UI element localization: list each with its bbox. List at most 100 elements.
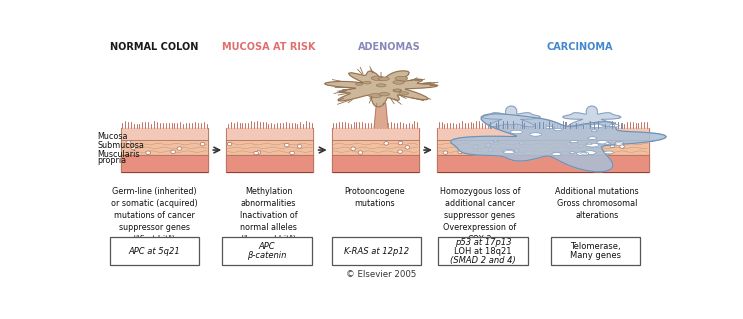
Ellipse shape <box>596 145 601 148</box>
Text: Mucosa: Mucosa <box>97 132 128 141</box>
Ellipse shape <box>567 143 571 146</box>
Ellipse shape <box>605 152 612 154</box>
Polygon shape <box>562 106 621 127</box>
Ellipse shape <box>398 150 403 153</box>
Ellipse shape <box>146 151 151 154</box>
Text: Methylation
abnormalities
Inactivation of
normal alleles
("second hit"): Methylation abnormalities Inactivation o… <box>240 187 297 244</box>
Ellipse shape <box>377 84 386 87</box>
Bar <box>110 237 199 265</box>
Ellipse shape <box>503 150 515 153</box>
Text: Many genes: Many genes <box>570 251 621 260</box>
Ellipse shape <box>570 141 578 143</box>
Ellipse shape <box>579 144 583 148</box>
Ellipse shape <box>351 147 355 151</box>
Ellipse shape <box>399 92 409 95</box>
Text: Additional mutations
Gross chromosomal
alterations: Additional mutations Gross chromosomal a… <box>555 187 638 220</box>
Ellipse shape <box>443 151 448 154</box>
Ellipse shape <box>609 124 620 127</box>
Ellipse shape <box>363 81 371 84</box>
Ellipse shape <box>486 144 490 147</box>
Ellipse shape <box>171 150 175 153</box>
Text: (SMAD 2 and 4): (SMAD 2 and 4) <box>450 256 516 265</box>
Ellipse shape <box>488 148 493 152</box>
Ellipse shape <box>573 152 577 155</box>
Ellipse shape <box>614 143 623 145</box>
Ellipse shape <box>393 89 402 92</box>
Ellipse shape <box>394 89 401 91</box>
Ellipse shape <box>493 140 499 142</box>
Ellipse shape <box>591 130 597 131</box>
Ellipse shape <box>393 80 404 84</box>
Ellipse shape <box>227 142 232 146</box>
Ellipse shape <box>369 93 382 98</box>
Polygon shape <box>374 103 388 128</box>
Ellipse shape <box>177 147 182 150</box>
Ellipse shape <box>384 142 389 145</box>
Text: CARCINOMA: CARCINOMA <box>546 42 613 52</box>
Polygon shape <box>451 114 666 172</box>
Ellipse shape <box>605 143 610 144</box>
Ellipse shape <box>372 76 384 80</box>
Bar <box>222 237 312 265</box>
Text: Homozygous loss of
additional cancer
suppressor genes
Overexpression of
COX-2: Homozygous loss of additional cancer sup… <box>440 187 520 244</box>
Ellipse shape <box>510 130 522 134</box>
Bar <box>438 237 528 265</box>
Ellipse shape <box>519 141 524 145</box>
Text: MUCOSA AT RISK: MUCOSA AT RISK <box>221 42 315 52</box>
Text: © Elsevier 2005: © Elsevier 2005 <box>345 270 416 278</box>
Ellipse shape <box>577 152 589 155</box>
Text: β-catenin: β-catenin <box>247 251 287 260</box>
Ellipse shape <box>514 149 519 152</box>
Ellipse shape <box>554 129 562 131</box>
Ellipse shape <box>398 141 403 145</box>
Ellipse shape <box>254 151 259 155</box>
Ellipse shape <box>256 151 261 154</box>
Ellipse shape <box>597 141 609 144</box>
Text: APC: APC <box>259 242 276 251</box>
Text: Germ-line (inherited)
or somatic (acquired)
mutations of cancer
suppressor genes: Germ-line (inherited) or somatic (acquir… <box>111 187 198 244</box>
Ellipse shape <box>490 140 494 144</box>
Ellipse shape <box>546 126 554 129</box>
Ellipse shape <box>620 145 624 148</box>
Text: Protooncogene
mutations: Protooncogene mutations <box>345 187 406 208</box>
Ellipse shape <box>583 151 596 154</box>
Text: LOH at 18q21: LOH at 18q21 <box>454 247 512 256</box>
Ellipse shape <box>554 151 559 154</box>
Ellipse shape <box>586 143 592 145</box>
Bar <box>332 237 421 265</box>
Ellipse shape <box>610 144 614 148</box>
Ellipse shape <box>569 152 575 153</box>
Ellipse shape <box>285 143 289 147</box>
Ellipse shape <box>530 133 542 136</box>
Text: ADENOMAS: ADENOMAS <box>358 42 421 52</box>
Polygon shape <box>482 106 540 127</box>
Text: APC at 5q21: APC at 5q21 <box>129 247 181 256</box>
Ellipse shape <box>504 151 514 154</box>
Text: p53 at 17p13: p53 at 17p13 <box>455 238 511 247</box>
Ellipse shape <box>405 146 409 149</box>
Ellipse shape <box>126 141 131 144</box>
Text: Submucosa: Submucosa <box>97 141 144 150</box>
Text: K-RAS at 12p12: K-RAS at 12p12 <box>344 247 409 256</box>
Ellipse shape <box>551 153 562 155</box>
Ellipse shape <box>358 151 363 154</box>
Ellipse shape <box>378 77 389 81</box>
Ellipse shape <box>590 124 604 128</box>
Ellipse shape <box>585 143 599 147</box>
Ellipse shape <box>379 93 389 96</box>
Ellipse shape <box>615 142 623 144</box>
Text: Telomerase,: Telomerase, <box>570 242 620 251</box>
Ellipse shape <box>458 150 463 154</box>
Ellipse shape <box>580 152 586 154</box>
Ellipse shape <box>589 144 594 148</box>
Ellipse shape <box>355 83 363 85</box>
Ellipse shape <box>131 146 135 150</box>
Ellipse shape <box>297 145 302 148</box>
Polygon shape <box>325 71 438 107</box>
Text: NORMAL COLON: NORMAL COLON <box>110 42 198 52</box>
Ellipse shape <box>290 151 294 155</box>
Bar <box>551 237 640 265</box>
Ellipse shape <box>201 142 205 146</box>
Text: propria: propria <box>97 156 126 165</box>
Ellipse shape <box>604 151 614 154</box>
